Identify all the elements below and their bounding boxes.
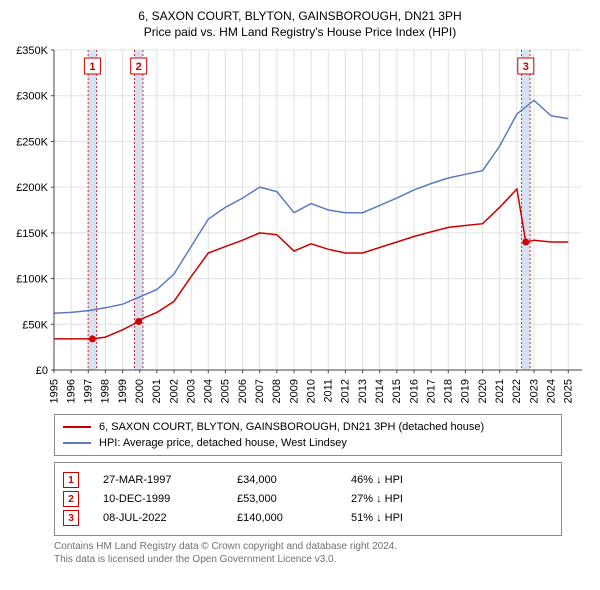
chart-svg: 1 2 3 £0 £50K £100K £150K £200K £250K £300K £350K 1… [10, 44, 590, 404]
svg-text:£350K: £350K [16, 45, 48, 57]
legend-swatch [63, 426, 91, 428]
svg-text:£250K: £250K [16, 137, 48, 149]
event-price: £53,000 [237, 493, 327, 505]
svg-text:2010: 2010 [305, 379, 317, 403]
svg-text:2: 2 [136, 61, 142, 73]
svg-text:2020: 2020 [477, 379, 489, 403]
event-price: £34,000 [237, 474, 327, 486]
legend-label: 6, SAXON COURT, BLYTON, GAINSBOROUGH, DN… [99, 421, 484, 433]
legend-item: HPI: Average price, detached house, West… [63, 435, 553, 451]
svg-text:£300K: £300K [16, 91, 48, 103]
svg-text:£150K: £150K [16, 228, 48, 240]
svg-text:2016: 2016 [408, 379, 420, 403]
svg-text:£50K: £50K [22, 320, 48, 332]
chart-plot: 1 2 3 £0 £50K £100K £150K £200K £250K £300K £350K 1… [10, 44, 590, 404]
title-line-2: Price paid vs. HM Land Registry's House … [10, 24, 590, 40]
svg-text:2004: 2004 [203, 379, 215, 403]
legend-item: 6, SAXON COURT, BLYTON, GAINSBOROUGH, DN… [63, 419, 553, 435]
legend-label: HPI: Average price, detached house, West… [99, 437, 347, 449]
svg-text:1998: 1998 [100, 379, 112, 403]
event-row: 1 27-MAR-1997 £34,000 46% ↓ HPI [63, 472, 553, 488]
svg-text:2023: 2023 [528, 379, 540, 403]
svg-text:3: 3 [523, 61, 529, 73]
event-date: 10-DEC-1999 [103, 493, 213, 505]
event-marker: 2 [63, 491, 79, 507]
event-date: 27-MAR-1997 [103, 474, 213, 486]
svg-text:2011: 2011 [323, 379, 335, 403]
footer-attribution: Contains HM Land Registry data © Crown c… [54, 540, 544, 566]
svg-text:2024: 2024 [545, 379, 557, 403]
svg-text:1995: 1995 [48, 379, 60, 403]
svg-text:£100K: £100K [16, 274, 48, 286]
chart-container: 6, SAXON COURT, BLYTON, GAINSBOROUGH, DN… [0, 0, 600, 572]
event-row: 2 10-DEC-1999 £53,000 27% ↓ HPI [63, 491, 553, 507]
svg-text:2021: 2021 [494, 379, 506, 403]
svg-text:2006: 2006 [237, 379, 249, 403]
event-marker: 3 [63, 510, 79, 526]
title-line-1: 6, SAXON COURT, BLYTON, GAINSBOROUGH, DN… [10, 8, 590, 24]
legend-swatch [63, 442, 91, 444]
svg-text:2001: 2001 [151, 379, 163, 403]
svg-text:2018: 2018 [443, 379, 455, 403]
svg-text:2022: 2022 [511, 379, 523, 403]
event-price: £140,000 [237, 512, 327, 524]
svg-text:2013: 2013 [357, 379, 369, 403]
footer-line-2: This data is licensed under the Open Gov… [54, 553, 544, 566]
svg-text:1996: 1996 [65, 379, 77, 403]
svg-text:1999: 1999 [117, 379, 129, 403]
event-diff: 46% ↓ HPI [351, 474, 471, 486]
svg-text:2019: 2019 [460, 379, 472, 403]
event-date: 08-JUL-2022 [103, 512, 213, 524]
svg-text:1: 1 [89, 61, 95, 73]
svg-text:2008: 2008 [271, 379, 283, 403]
svg-text:1997: 1997 [83, 379, 95, 403]
svg-text:2014: 2014 [374, 379, 386, 403]
event-marker: 1 [63, 472, 79, 488]
event-row: 3 08-JUL-2022 £140,000 51% ↓ HPI [63, 510, 553, 526]
chart-title: 6, SAXON COURT, BLYTON, GAINSBOROUGH, DN… [10, 8, 590, 40]
svg-text:2002: 2002 [168, 379, 180, 403]
footer-line-1: Contains HM Land Registry data © Crown c… [54, 540, 544, 553]
event-diff: 27% ↓ HPI [351, 493, 471, 505]
svg-text:2007: 2007 [254, 379, 266, 403]
events-table: 1 27-MAR-1997 £34,000 46% ↓ HPI 2 10-DEC… [54, 462, 562, 536]
legend: 6, SAXON COURT, BLYTON, GAINSBOROUGH, DN… [54, 414, 562, 456]
svg-text:2003: 2003 [185, 379, 197, 403]
svg-text:2015: 2015 [391, 379, 403, 403]
svg-text:£200K: £200K [16, 183, 48, 195]
event-diff: 51% ↓ HPI [351, 512, 471, 524]
svg-text:2017: 2017 [425, 379, 437, 403]
svg-text:2009: 2009 [288, 379, 300, 403]
svg-text:2000: 2000 [134, 379, 146, 403]
svg-text:2025: 2025 [563, 379, 575, 403]
svg-text:2012: 2012 [340, 379, 352, 403]
svg-text:£0: £0 [36, 365, 48, 377]
svg-text:2005: 2005 [220, 379, 232, 403]
